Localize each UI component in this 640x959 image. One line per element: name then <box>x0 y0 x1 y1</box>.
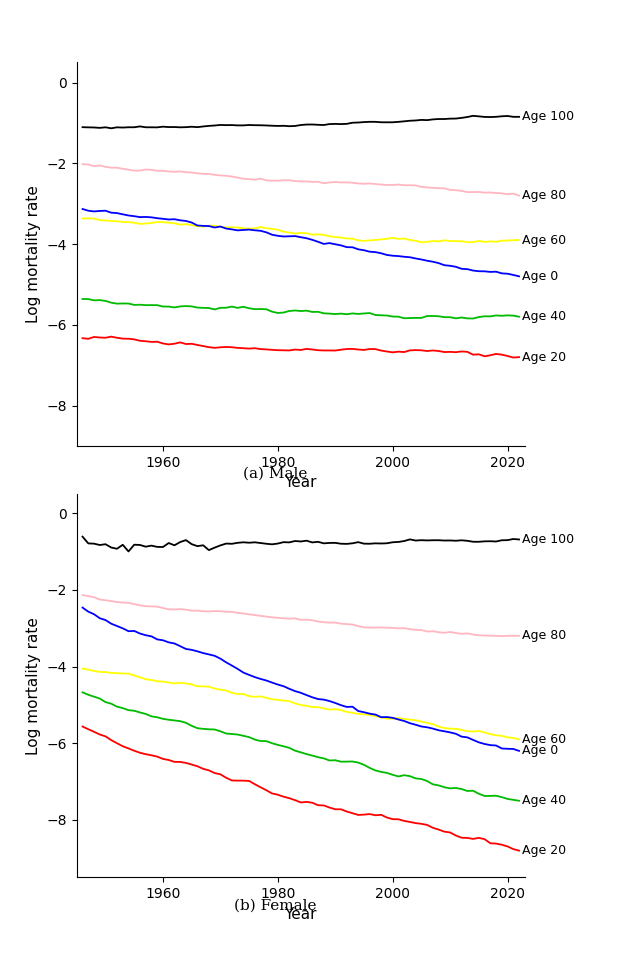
Text: Age 100: Age 100 <box>522 110 574 124</box>
Text: (b) Female: (b) Female <box>234 899 316 913</box>
Text: Age 100: Age 100 <box>522 533 574 546</box>
X-axis label: Year: Year <box>285 907 317 922</box>
Text: Age 80: Age 80 <box>522 189 566 202</box>
Text: Age 40: Age 40 <box>522 794 566 807</box>
X-axis label: Year: Year <box>285 476 317 490</box>
Text: Age 80: Age 80 <box>522 629 566 643</box>
Text: Age 60: Age 60 <box>522 233 566 246</box>
Text: Age 0: Age 0 <box>522 269 558 283</box>
Y-axis label: Log mortality rate: Log mortality rate <box>26 185 41 323</box>
Y-axis label: Log mortality rate: Log mortality rate <box>26 617 41 755</box>
Text: Age 60: Age 60 <box>522 733 566 746</box>
Text: Age 20: Age 20 <box>522 844 566 857</box>
Text: Age 40: Age 40 <box>522 310 566 323</box>
Text: Age 0: Age 0 <box>522 744 558 758</box>
Text: Age 20: Age 20 <box>522 351 566 363</box>
Text: (a) Male: (a) Male <box>243 467 307 481</box>
